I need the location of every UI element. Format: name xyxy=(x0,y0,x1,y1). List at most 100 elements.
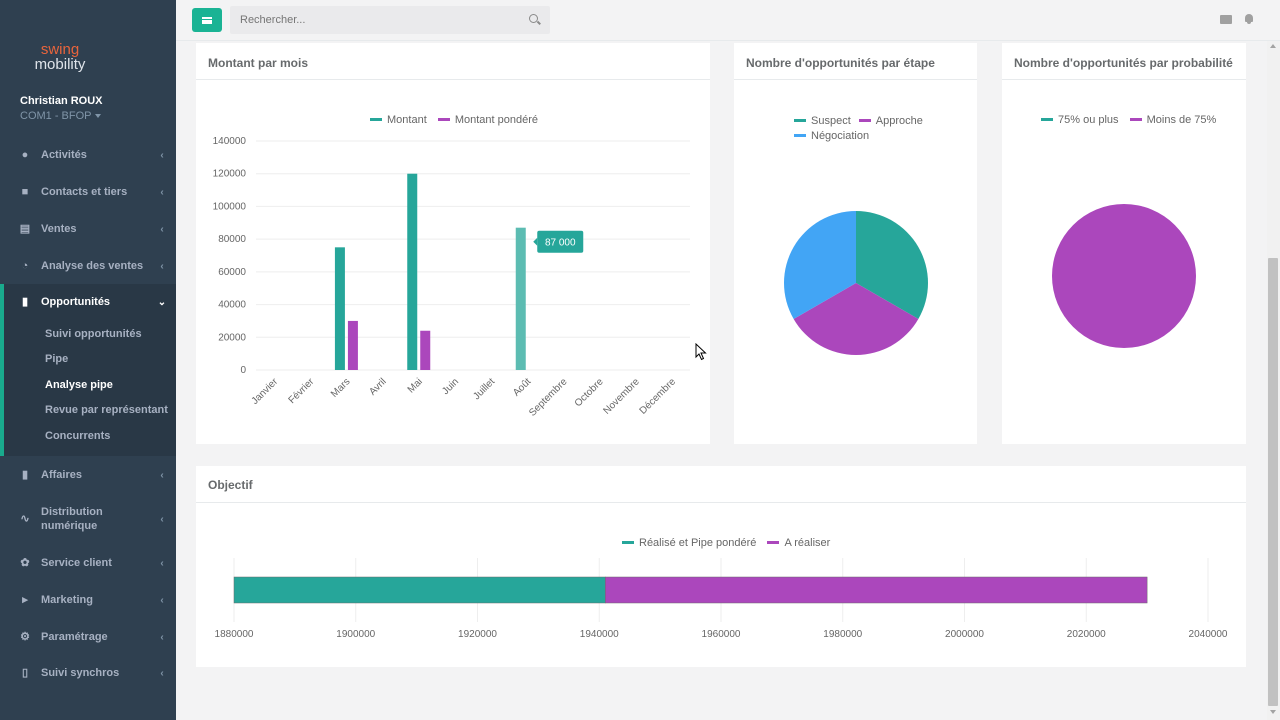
bell-icon[interactable] xyxy=(1244,14,1254,24)
users-icon: ● xyxy=(21,149,29,161)
money-icon: ▤ xyxy=(19,223,31,235)
y-tick-label: 0 xyxy=(240,365,246,376)
search-input[interactable] xyxy=(230,6,550,34)
legend-item-a-realiser[interactable]: A réaliser xyxy=(767,537,830,549)
legend-swatch xyxy=(767,540,780,544)
sidebar-item-analyse-ventes[interactable]: ◔ Analyse des ventes ‹ xyxy=(0,248,176,284)
x-tick-label: Juillet xyxy=(471,376,497,402)
bar-montant-pond-r- xyxy=(347,320,358,370)
x-tick-label: Mai xyxy=(406,376,425,395)
sidebar-item-label: Marketing xyxy=(41,594,93,606)
sidebar-subitem-suivi-opportunites[interactable]: Suivi opportunités xyxy=(45,328,142,340)
legend-label: Négociation xyxy=(811,130,870,142)
divider xyxy=(196,79,710,80)
x-tick-label: Décembre xyxy=(638,376,679,417)
sidebar-subitem-revue-representant[interactable]: Revue par représentant xyxy=(45,404,168,416)
sidebar-subitem-concurrents[interactable]: Concurrents xyxy=(45,430,111,442)
legend-item-suspect[interactable]: Suspect xyxy=(794,115,851,127)
chevron-left-icon: ‹ xyxy=(160,223,164,235)
tooltip-value: 87 000 xyxy=(545,238,576,249)
bar-montant xyxy=(334,247,345,370)
envelope-icon[interactable] xyxy=(1220,15,1232,24)
x-tick-label: 1940000 xyxy=(580,629,619,640)
panel-opportunites-par-probabilite: Nombre d'opportunités par probabilité 75… xyxy=(1002,43,1246,444)
y-tick-label: 120000 xyxy=(213,169,247,180)
bullhorn-icon: ▸ xyxy=(22,594,28,606)
legend-item-moins-75[interactable]: Moins de 75% xyxy=(1129,114,1216,126)
x-tick-label: Février xyxy=(287,376,317,406)
sidebar-item-affaires[interactable]: ▮ Affaires ‹ xyxy=(0,457,176,493)
x-tick-label: 1980000 xyxy=(823,629,862,640)
x-tick-label: Novembre xyxy=(601,376,642,417)
legend-label: Approche xyxy=(875,115,923,127)
bar-montant-pond-r- xyxy=(420,330,431,370)
sidebar-subitem-analyse-pipe[interactable]: Analyse pipe xyxy=(45,379,113,391)
panel-title: Objectif xyxy=(208,478,253,492)
briefcase-icon: ▮ xyxy=(21,296,29,308)
sidebar: swing mobility Christian ROUX COM1 - BFO… xyxy=(0,0,176,720)
legend-item-negociation[interactable]: Négociation xyxy=(794,130,869,142)
chevron-down-icon: ⌄ xyxy=(157,296,167,308)
logo-line2: mobility xyxy=(34,56,86,73)
chart-legend: Réalisé et Pipe pondéré A réaliser xyxy=(622,537,838,549)
legend-item-75-plus[interactable]: 75% ou plus xyxy=(1041,114,1119,126)
divider xyxy=(1002,79,1246,80)
legend-swatch xyxy=(858,118,871,122)
sidebar-item-service-client[interactable]: ✿ Service client ‹ xyxy=(0,545,176,581)
scroll-up-icon[interactable] xyxy=(1270,44,1276,48)
chevron-left-icon: ‹ xyxy=(160,594,164,606)
suitcase-icon: ▮ xyxy=(21,469,29,481)
legend-label: 75% ou plus xyxy=(1058,114,1119,126)
x-tick-label: Septembre xyxy=(527,376,570,419)
sidebar-item-contacts[interactable]: ■ Contacts et tiers ‹ xyxy=(0,174,176,210)
sidebar-item-label: Opportunités xyxy=(41,296,111,308)
x-tick-label: 1960000 xyxy=(702,629,741,640)
panel-montant-par-mois: Montant par mois Montant Montant pondéré… xyxy=(196,43,710,444)
scrollbar-thumb[interactable] xyxy=(1268,258,1278,706)
panel-title: Nombre d'opportunités par étape xyxy=(746,56,935,70)
sidebar-item-label: Contacts et tiers xyxy=(41,186,128,198)
top-navbar xyxy=(176,0,1280,41)
sidebar-item-label: Activités xyxy=(41,149,87,161)
bar-chart-icon: ▯ xyxy=(21,667,29,679)
sidebar-subitem-pipe[interactable]: Pipe xyxy=(45,353,69,365)
chevron-left-icon: ‹ xyxy=(160,149,164,161)
legend-swatch xyxy=(437,117,450,121)
legend-swatch xyxy=(794,118,806,122)
sidebar-item-suivi-synchros[interactable]: ▯ Suivi synchros ‹ xyxy=(0,655,176,691)
y-tick-label: 20000 xyxy=(218,332,246,343)
user-name: Christian ROUX xyxy=(20,95,103,107)
scroll-down-icon[interactable] xyxy=(1270,710,1276,714)
address-book-icon: ■ xyxy=(21,186,29,198)
sidebar-item-opportunites[interactable]: ▮ Opportunités ⌄ xyxy=(0,284,176,320)
sidebar-item-distribution[interactable]: ∿ Distribution numérique ‹ xyxy=(0,501,176,537)
legend-item-montant-pondere[interactable]: Montant pondéré xyxy=(437,114,538,126)
tooltip-arrow xyxy=(533,237,538,246)
app-logo[interactable]: swing mobility xyxy=(20,42,100,72)
x-tick-label: 2000000 xyxy=(945,629,984,640)
chevron-left-icon: ‹ xyxy=(160,260,164,272)
x-tick-label: 1920000 xyxy=(458,629,497,640)
search-icon[interactable] xyxy=(529,14,538,23)
bar-chart-montant: 0 20000 40000 60000 80000 100000 120000 140000 J… xyxy=(213,136,690,419)
sidebar-item-activites[interactable]: ● Activités ‹ xyxy=(0,137,176,173)
user-role-dropdown[interactable]: COM1 - BFOP xyxy=(20,110,101,122)
panel-title: Nombre d'opportunités par probabilité xyxy=(1014,56,1233,70)
x-tick-label: Janvier xyxy=(250,376,281,407)
bar-segment-a-r-aliser xyxy=(605,576,1148,604)
tooltip-box xyxy=(537,230,584,253)
legend-item-approche[interactable]: Approche xyxy=(858,115,923,127)
menu-toggle-button[interactable] xyxy=(192,8,222,32)
legend-item-montant[interactable]: Montant xyxy=(370,114,427,126)
x-tick-label: 1900000 xyxy=(336,629,375,640)
x-tick-label: Avril xyxy=(367,376,388,397)
sidebar-item-marketing[interactable]: ▸ Marketing ‹ xyxy=(0,582,176,618)
pie-slice-n-gociation xyxy=(784,211,856,319)
chevron-left-icon: ‹ xyxy=(160,557,164,569)
legend-label: A réaliser xyxy=(784,537,831,549)
legend-item-realise[interactable]: Réalisé et Pipe pondéré xyxy=(622,537,756,549)
chart-legend: 75% ou plus Moins de 75% xyxy=(1041,114,1224,126)
pie-slice-approche xyxy=(793,283,919,355)
sidebar-item-parametrage[interactable]: ⚙ Paramétrage ‹ xyxy=(0,619,176,655)
sidebar-item-ventes[interactable]: ▤ Ventes ‹ xyxy=(0,211,176,247)
